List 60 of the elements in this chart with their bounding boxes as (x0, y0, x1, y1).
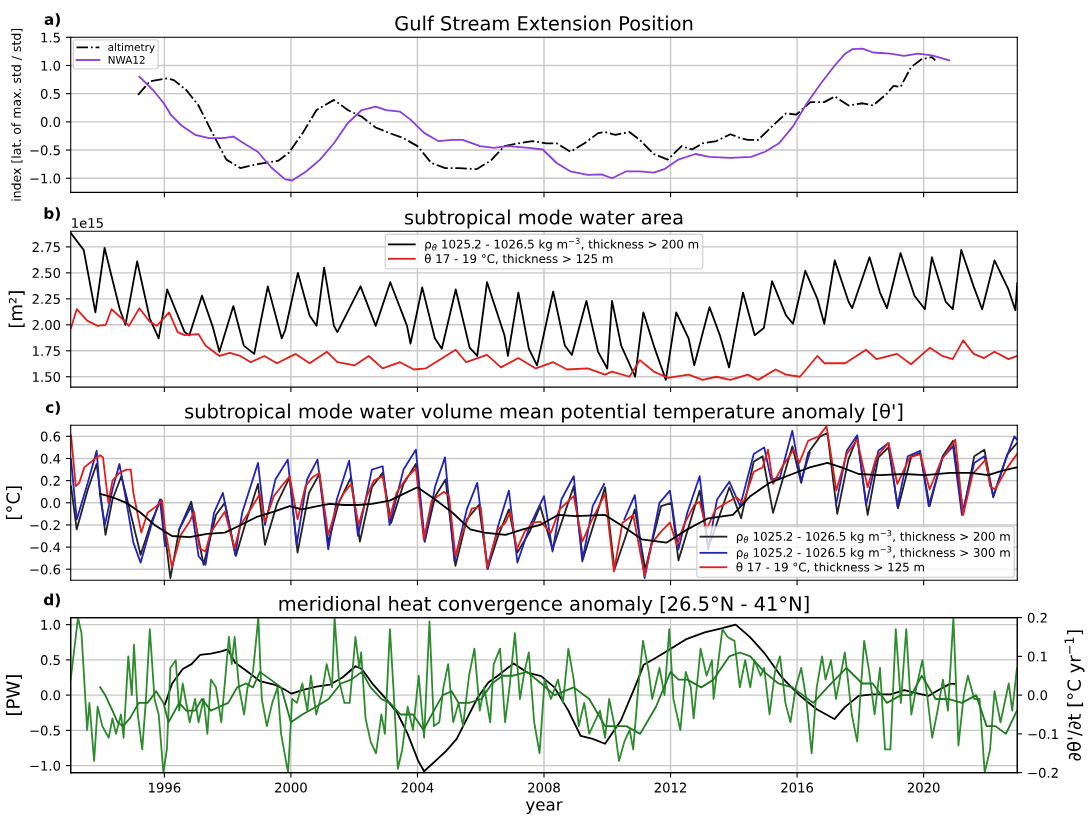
y-tick-label: 0.4 (40, 453, 61, 464)
chart-title: subtropical mode water volume mean potential temperature anomaly [θ'] (185, 403, 903, 423)
y-tick-label: −0.4 (30, 542, 61, 553)
y-tick-label: 0.5 (40, 88, 60, 99)
y-tick-label: 2.00 (32, 320, 61, 330)
y-tick-label: 2.75 (32, 242, 60, 253)
y-tick-label: −0.5 (30, 725, 60, 736)
y-tick-label: −0.2 (30, 520, 60, 531)
y2-axis-title: ∂θ'/∂t [°C yr$^{−1}$] (1064, 630, 1085, 761)
y2-tick-label: 0.1 (1027, 651, 1047, 662)
y2-tick-label: −0.1 (1028, 729, 1058, 740)
legend-label: altimetry (108, 43, 155, 54)
legend-label: ρ$_{θ}$ 1025.2 - 1026.5 kg m$^{−3}$, thickness > 200 m (736, 530, 1010, 544)
legend-label: ρ$_{θ}$ 1025.2 - 1026.5 kg m$^{−3}$, thickness > 300 m (736, 546, 1010, 560)
y-tick-label: 0.0 (40, 498, 61, 508)
x-tick-label: 2008 (528, 782, 560, 793)
y-tick-label: −1.0 (30, 173, 61, 184)
y-tick-label: −0.6 (30, 564, 61, 575)
y-tick-label: 1.50 (33, 371, 61, 382)
y-axis-title: [°C] (5, 486, 23, 520)
line-series (99, 651, 1018, 735)
x-tick-label: 1996 (149, 782, 181, 793)
y2-tick-label: 0.0 (1027, 690, 1048, 701)
y-tick-label: 1.75 (33, 346, 60, 356)
text: d) (44, 593, 60, 608)
y-tick-label: 0.0 (40, 690, 61, 701)
x-tick-label: 2012 (654, 782, 687, 793)
y-tick-label: 1.0 (41, 619, 61, 630)
y-tick-label: −1.0 (30, 760, 61, 771)
x-tick-label: 2020 (907, 782, 940, 793)
legend-label: θ 17 - 19 °C, thickness > 125 m (424, 253, 613, 265)
line-series (70, 307, 1018, 381)
legend-label: θ 17 - 19 °C, thickness > 125 m (736, 562, 924, 573)
y-axis-title: [PW] (5, 675, 23, 715)
x-axis-title: year (525, 801, 563, 815)
y-tick-label: 0.2 (40, 475, 60, 486)
legend-label: ρ$_{θ}$ 1025.2 - 1026.5 kg m$^{−3}$, thickness > 200 m (425, 237, 699, 251)
y2-tick-label: −0.2 (1028, 767, 1058, 778)
y-tick-label: 0.5 (40, 655, 60, 666)
x-tick-label: 2000 (275, 782, 307, 793)
text: a) (44, 13, 60, 27)
chart-title: Gulf Stream Extension Position (395, 15, 693, 31)
y-tick-label: 2.25 (32, 294, 60, 305)
text: c) (45, 401, 60, 415)
y-tick-label: 2.50 (32, 268, 61, 279)
y-tick-label: 1.0 (41, 60, 61, 71)
y-axis-title: index [lat. of max. std / std] (11, 28, 23, 201)
y-tick-label: 1.5 (41, 32, 60, 43)
x-tick-label: 2016 (781, 782, 814, 793)
legend-label: NWA12 (108, 55, 145, 64)
chart-title: subtropical mode water area (405, 209, 683, 229)
y-tick-label: 0.0 (40, 117, 61, 128)
y-tick-label: −0.5 (30, 145, 60, 156)
y2-tick-label: 0.2 (1027, 612, 1047, 623)
y-axis-title: [m²] (8, 291, 25, 328)
x-tick-label: 2004 (401, 782, 434, 793)
y-tick-label: 0.6 (40, 431, 61, 442)
text: 1e15 (72, 218, 103, 228)
text: b) (44, 207, 60, 221)
chart-title: meridional heat convergence anomaly [26.5°N - 41°N] (279, 595, 809, 615)
